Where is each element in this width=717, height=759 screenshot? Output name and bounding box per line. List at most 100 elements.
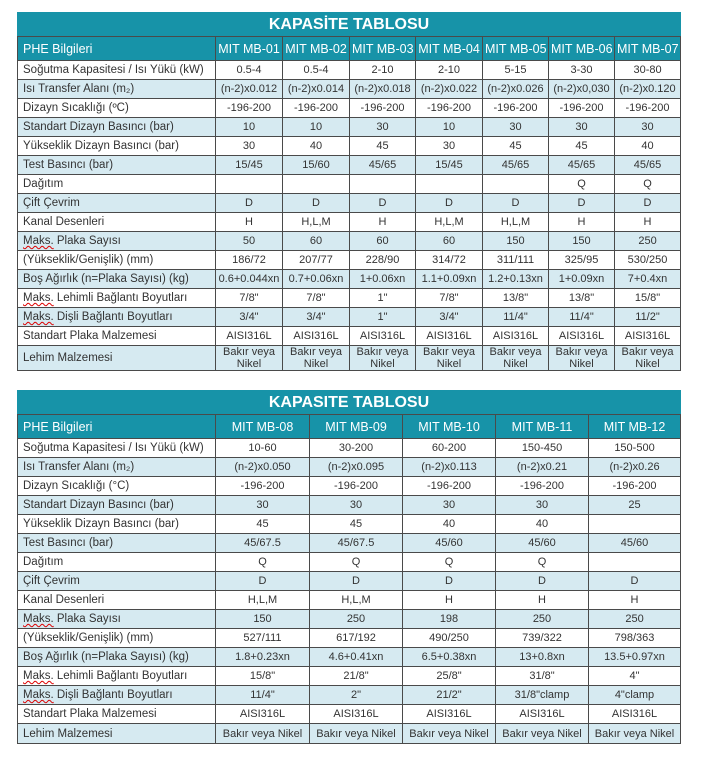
model-header: MIT MB-11 <box>495 414 589 439</box>
table-cell: H,L,M <box>482 212 549 232</box>
table-cell: 10-60 <box>215 438 310 458</box>
table-cell: D <box>613 193 682 213</box>
table-cell: 198 <box>402 609 496 629</box>
table-row: Test Basıncı (bar) 15/45 15/60 45/65 15/45 45… <box>17 155 682 175</box>
table-cell: 60-200 <box>402 438 496 458</box>
row-label-text: Dişli Bağlantı Boyutları <box>53 311 173 323</box>
spellcheck-word: Maks. <box>23 613 54 625</box>
table-cell: 40 <box>282 136 350 156</box>
table-cell: (n-2)x0.120 <box>613 79 682 99</box>
table-cell: 45/60 <box>402 533 496 553</box>
table-cell: 21/8" <box>309 666 403 686</box>
row-label: Dağıtım <box>17 552 216 572</box>
table-cell: D <box>349 193 416 213</box>
table-cell: (n-2)x0.21 <box>495 457 589 477</box>
table-cell: 13+0.8xn <box>495 647 589 667</box>
table-cell: 31/8"clamp <box>495 685 589 705</box>
table-cell: Bakır veya Nikel <box>613 345 682 371</box>
table-cell: 2" <box>309 685 403 705</box>
row-label-text: Lehimli Bağlantı Boyutları <box>53 292 188 304</box>
row-label: (Yükseklik/Genişlik) (mm) <box>17 250 216 270</box>
table-cell: 250 <box>587 609 682 629</box>
table-cell: 11/4" <box>482 307 549 327</box>
table-cell: 10 <box>282 117 350 137</box>
table-cell: 150-450 <box>495 438 589 458</box>
table-cell: Bakır veya Nikel <box>548 345 615 371</box>
table-cell: 50 <box>215 231 283 251</box>
table-cell: (n-2)x0.113 <box>402 457 496 477</box>
table-cell: 186/72 <box>215 250 283 270</box>
table-cell: 7/8" <box>415 288 483 308</box>
table-cell: 150 <box>215 609 310 629</box>
table-cell: Bakır veya Nikel <box>415 345 483 371</box>
table-cell: 530/250 <box>613 250 682 270</box>
row-label: Boş Ağırlık (n=Plaka Sayısı) (kg) <box>17 647 216 667</box>
table-cell: 4" <box>587 666 682 686</box>
row-label: Standart Dizayn Basıncı (bar) <box>17 495 216 515</box>
row-label-text: Dişli Bağlantı Boyutları <box>53 689 173 701</box>
table-cell: 60 <box>282 231 350 251</box>
row-label: Boş Ağırlık (n=Plaka Sayısı) (kg) <box>17 269 216 289</box>
header-label: PHE Bilgileri <box>17 414 216 439</box>
table-cell: 11/2" <box>613 307 682 327</box>
table-cell: AISI316L <box>415 326 483 346</box>
model-header: MIT MB-02 <box>282 36 350 61</box>
table-row: Maks. Plaka Sayısı 50 60 60 60 150 150 250 <box>17 231 682 251</box>
table-cell: 45 <box>482 136 549 156</box>
table-row: Standart Dizayn Basıncı (bar) 10 10 30 10 30 3… <box>17 117 682 137</box>
table-cell: 1.2+0.13xn <box>482 269 549 289</box>
table-header-row: PHE Bilgileri MIT MB-01 MIT MB-02 MIT MB-03… <box>17 36 682 61</box>
table-cell: H,L,M <box>415 212 483 232</box>
table-cell <box>215 174 283 194</box>
table-cell <box>415 174 483 194</box>
table-cell: 2-10 <box>349 60 416 80</box>
table-cell: 314/72 <box>415 250 483 270</box>
table-cell: AISI316L <box>349 326 416 346</box>
table-cell: AISI316L <box>309 704 403 724</box>
table-cell: 10 <box>415 117 483 137</box>
table-title-row: KAPASİTE TABLOSU <box>16 12 682 37</box>
table-cell: 40 <box>402 514 496 534</box>
table-cell: 25/8" <box>402 666 496 686</box>
row-label-text: Lehimli Bağlantı Boyutları <box>53 670 188 682</box>
table-cell: 45/60 <box>587 533 682 553</box>
table-row: (Yükseklik/Genişlik) (mm) 186/72 207/77 228… <box>17 250 682 270</box>
table-cell: 30 <box>415 136 483 156</box>
table-cell: 250 <box>495 609 589 629</box>
table-row: Çift Çevrim D D D D D D D <box>17 193 682 213</box>
table-cell: D <box>402 571 496 591</box>
table-row: Maks. Dişli Bağlantı Boyutları 11/4" 2" 21/… <box>17 685 682 705</box>
row-label: Çift Çevrim <box>17 193 216 213</box>
table-cell: AISI316L <box>495 704 589 724</box>
row-label: Maks. Lehimli Bağlantı Boyutları <box>17 666 216 686</box>
table-cell: Bakır veya Nikel <box>215 345 283 371</box>
table-row: Lehim Malzemesi Bakır veya Nikel Bakır vey… <box>17 723 682 744</box>
table-cell: AISI316L <box>402 704 496 724</box>
row-label: Test Basıncı (bar) <box>17 533 216 553</box>
table-cell: Q <box>309 552 403 572</box>
table-cell: 250 <box>613 231 682 251</box>
table-cell: 798/363 <box>587 628 682 648</box>
table-cell: 4"clamp <box>587 685 682 705</box>
table-cell: 1" <box>349 288 416 308</box>
table-cell: AISI316L <box>548 326 615 346</box>
row-label-text: Plaka Sayısı <box>53 235 121 247</box>
table-cell: 13.5+0.97xn <box>587 647 682 667</box>
table-header-row: PHE Bilgileri MIT MB-08 MIT MB-09 MIT MB-10… <box>17 414 682 439</box>
table-cell: 45/65 <box>548 155 615 175</box>
table-cell: Bakır veya Nikel <box>587 723 682 744</box>
table-row: Soğutma Kapasitesi / Isı Yükü (kW) 10-60 3… <box>17 438 682 458</box>
row-label: Çift Çevrim <box>17 571 216 591</box>
table-cell: 30-200 <box>309 438 403 458</box>
table-row: Dağıtım Q Q Q Q <box>17 552 682 572</box>
table-cell: 15/45 <box>215 155 283 175</box>
table-cell <box>349 174 416 194</box>
spellcheck-word: Maks. <box>23 292 54 304</box>
table-row: Maks. Dişli Bağlantı Boyutları 3/4" 3/4" 1"… <box>17 307 682 327</box>
table-row: Standart Plaka Malzemesi AISI316L AISI316L… <box>17 326 682 346</box>
table-cell: -196-200 <box>548 98 615 118</box>
table-cell: AISI316L <box>215 704 310 724</box>
table-cell: (n-2)x0.26 <box>587 457 682 477</box>
table-cell: 30 <box>402 495 496 515</box>
table-cell: Q <box>548 174 615 194</box>
